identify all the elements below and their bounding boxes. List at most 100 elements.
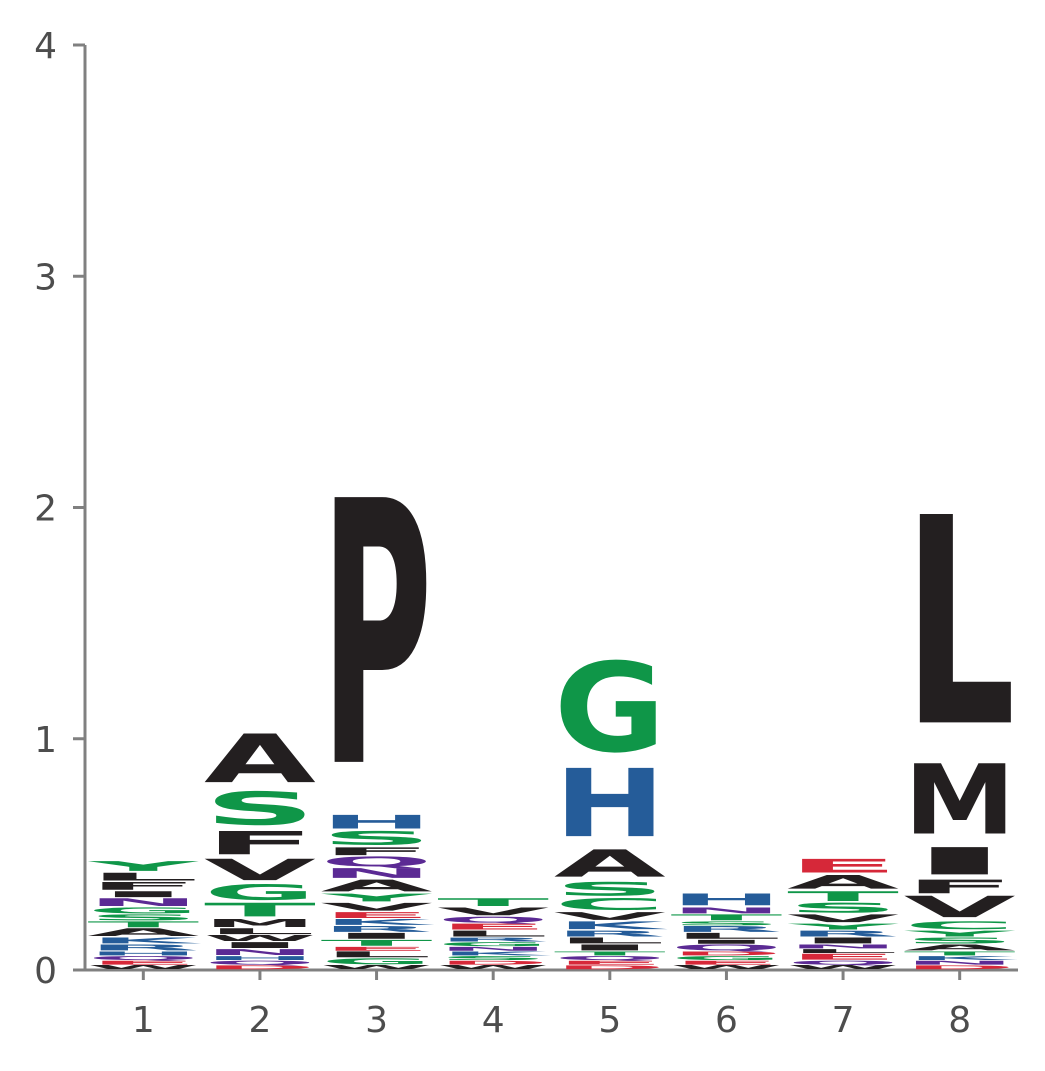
logo-letter: F bbox=[904, 876, 1016, 898]
logo-letter: E bbox=[554, 960, 666, 966]
logo-letter: V bbox=[554, 910, 666, 922]
logo-letter: L bbox=[787, 948, 899, 954]
logo-letter: W bbox=[321, 964, 433, 970]
logo-letter: K bbox=[323, 918, 435, 927]
logo-letter: H bbox=[87, 950, 199, 956]
logo-letter: S bbox=[321, 827, 433, 849]
logo-letter: I bbox=[787, 936, 899, 945]
logo-letter: K bbox=[440, 950, 552, 956]
x-tick-label: 7 bbox=[832, 1000, 855, 1041]
logo-letter: T bbox=[87, 920, 199, 929]
logo-letter: E bbox=[321, 911, 433, 920]
logo-letter: L bbox=[904, 457, 1016, 790]
logo-letter: Y bbox=[903, 929, 1016, 938]
x-tick-label: 3 bbox=[365, 1000, 388, 1041]
y-tick-label: 2 bbox=[34, 489, 57, 530]
logo-letter: S bbox=[87, 913, 199, 922]
logo-letter: Q bbox=[204, 960, 316, 966]
logo-letter: M bbox=[204, 917, 316, 929]
logo-letter: S bbox=[670, 920, 782, 926]
logo-letter: Q bbox=[321, 854, 433, 870]
logo-letter: V bbox=[904, 890, 1016, 924]
logo-letter: R bbox=[554, 929, 666, 938]
logo-letter: T bbox=[204, 899, 316, 921]
logo-letter: Y bbox=[86, 859, 199, 874]
logo-letter: S bbox=[787, 900, 899, 915]
logo-letter: R bbox=[87, 943, 199, 952]
logo-letter: T bbox=[904, 950, 1016, 956]
logo-letter: W bbox=[204, 934, 316, 943]
logo-letter: N bbox=[787, 943, 899, 949]
x-tick-label: 4 bbox=[482, 1000, 505, 1041]
logo-letter: Y bbox=[320, 891, 433, 903]
y-tick-label: 1 bbox=[34, 720, 57, 761]
logo-letter: G bbox=[554, 637, 666, 780]
logo-letter: A bbox=[204, 720, 316, 798]
logo-letter: V bbox=[321, 901, 433, 913]
logo-letter: H bbox=[670, 891, 782, 910]
logo-letter: K bbox=[906, 955, 1018, 961]
logo-letter: W bbox=[87, 964, 199, 970]
logo-letter: R bbox=[321, 924, 433, 933]
logo-letter: T bbox=[670, 913, 782, 922]
logo-letter: W bbox=[670, 964, 782, 970]
logo-letter: T bbox=[437, 896, 549, 908]
y-tick-label: 0 bbox=[34, 951, 57, 992]
logo-letter: L bbox=[87, 871, 199, 883]
logo-letter: I bbox=[554, 943, 666, 952]
logo-letter: A bbox=[904, 943, 1016, 952]
logo-letter: N bbox=[87, 896, 199, 908]
logo-letter: E bbox=[437, 922, 549, 931]
logo-letter: T bbox=[787, 889, 899, 904]
logo-letter: K bbox=[90, 936, 202, 945]
logo-letter: W bbox=[437, 964, 549, 970]
logo-letter: V bbox=[437, 905, 549, 917]
logo-letter: F bbox=[87, 880, 199, 892]
logo-letter: Y bbox=[786, 922, 899, 931]
y-tick-label: 3 bbox=[34, 257, 57, 298]
logo-letter: K bbox=[556, 919, 667, 931]
logo-letter: F bbox=[204, 824, 316, 861]
logo-letter: Q bbox=[437, 915, 549, 924]
logo-letter: T bbox=[321, 938, 433, 947]
logo-letter: Q bbox=[787, 960, 899, 966]
logo-letter: N bbox=[904, 960, 1016, 966]
logo-letter: S bbox=[437, 955, 549, 961]
logo-stacks: WEQHRKATSGNIFLYDQHNIWLMTGVFSAWGLETIRKEVY… bbox=[86, 424, 1017, 970]
logo-letter: Q bbox=[670, 943, 782, 952]
logo-letter: S bbox=[204, 783, 316, 836]
y-tick-label: 4 bbox=[34, 26, 57, 67]
logo-letter: I bbox=[321, 931, 433, 940]
logo-letter: E bbox=[787, 952, 899, 961]
logo-letter: R bbox=[670, 924, 782, 933]
logo-letter: C bbox=[904, 919, 1016, 931]
logo-letter: A bbox=[554, 842, 666, 886]
logo-letter: E bbox=[670, 960, 782, 966]
logo-letter: N bbox=[670, 906, 782, 915]
logo-letter: G bbox=[204, 880, 316, 905]
logo-letter: F bbox=[321, 845, 433, 857]
logo-letter: D bbox=[670, 950, 782, 956]
logo-letter: A bbox=[87, 926, 199, 938]
logo-letter: G bbox=[670, 955, 782, 961]
x-tick-label: 2 bbox=[248, 1000, 271, 1041]
logo-letter: Q bbox=[87, 955, 199, 961]
logo-letter: C bbox=[554, 895, 666, 914]
logo-letter: W bbox=[787, 964, 899, 970]
logo-letter: R bbox=[437, 937, 549, 943]
logo-letter: H bbox=[204, 955, 316, 961]
logo-letter: H bbox=[554, 750, 666, 859]
logo-letter: E bbox=[787, 855, 899, 877]
x-tick-label: 6 bbox=[715, 1000, 738, 1041]
logo-letter: A bbox=[321, 877, 433, 896]
logo-letter: Q bbox=[554, 955, 666, 961]
logo-letter: G bbox=[437, 941, 549, 947]
